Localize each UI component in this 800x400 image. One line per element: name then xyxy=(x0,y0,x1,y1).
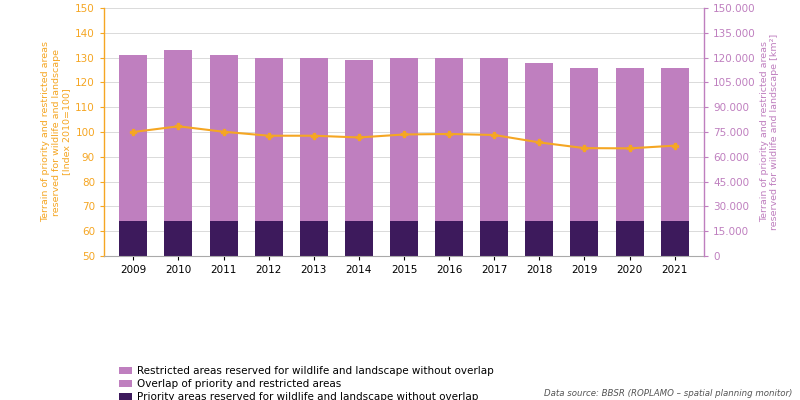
Bar xyxy=(526,62,554,209)
Bar xyxy=(661,209,689,221)
Y-axis label: Terrain of priority and restricted areas
reserved for wildlife and landscape [km: Terrain of priority and restricted areas… xyxy=(760,34,779,230)
Bar xyxy=(661,68,689,209)
Bar xyxy=(615,209,643,221)
Bar xyxy=(345,60,373,209)
Bar xyxy=(254,221,282,256)
Bar xyxy=(165,50,193,209)
Bar xyxy=(254,209,282,221)
Bar xyxy=(570,68,598,209)
Bar xyxy=(615,221,643,256)
Bar xyxy=(570,209,598,221)
Bar xyxy=(210,221,238,256)
Bar xyxy=(480,209,508,221)
Bar xyxy=(480,58,508,209)
Y-axis label: Terrain of priority and restricted areas
reserved for wildlife and landscape
[In: Terrain of priority and restricted areas… xyxy=(42,42,71,222)
Bar xyxy=(345,221,373,256)
Bar xyxy=(661,221,689,256)
Legend: Restricted areas reserved for wildlife and landscape without overlap, Overlap of: Restricted areas reserved for wildlife a… xyxy=(115,362,545,400)
Bar xyxy=(210,55,238,209)
Bar xyxy=(254,58,282,209)
Bar xyxy=(119,209,147,221)
Bar xyxy=(615,68,643,209)
Bar xyxy=(345,209,373,221)
Bar xyxy=(119,55,147,209)
Bar xyxy=(300,221,328,256)
Bar xyxy=(390,58,418,209)
Bar xyxy=(570,221,598,256)
Bar xyxy=(119,221,147,256)
Bar xyxy=(435,58,463,209)
Text: Data source: BBSR (ROPLAMO – spatial planning monitor): Data source: BBSR (ROPLAMO – spatial pla… xyxy=(544,389,792,398)
Bar xyxy=(165,221,193,256)
Bar xyxy=(435,221,463,256)
Bar xyxy=(480,221,508,256)
Bar xyxy=(526,221,554,256)
Bar xyxy=(300,209,328,221)
Bar xyxy=(390,221,418,256)
Bar xyxy=(300,58,328,209)
Bar xyxy=(165,209,193,221)
Bar xyxy=(390,209,418,221)
Bar xyxy=(210,209,238,221)
Bar xyxy=(435,209,463,221)
Bar xyxy=(526,209,554,221)
